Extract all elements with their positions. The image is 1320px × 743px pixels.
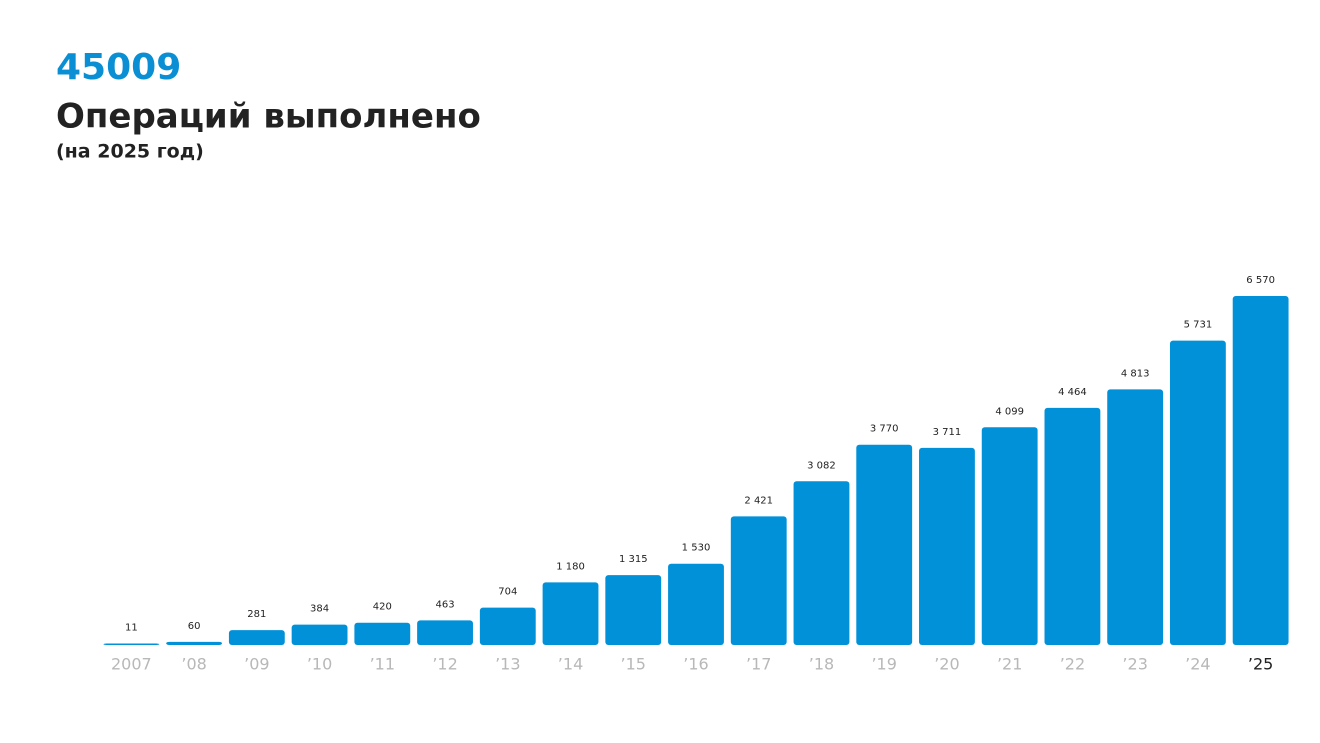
value-label: 704 <box>498 587 517 598</box>
bar <box>417 620 473 645</box>
bar <box>1232 296 1289 645</box>
value-label: 60 <box>188 621 201 632</box>
chart-title: Операций выполнено <box>56 97 481 137</box>
bar <box>542 582 599 645</box>
value-label: 1 530 <box>682 543 711 554</box>
x-tick-label: ’25 <box>1248 655 1273 674</box>
bar <box>354 622 411 645</box>
x-tick-label: ’15 <box>621 655 646 674</box>
value-label: 1 180 <box>556 561 585 572</box>
value-label: 4 813 <box>1121 368 1150 379</box>
value-label: 4 464 <box>1058 387 1087 398</box>
bar <box>103 643 160 645</box>
x-tick-label: ’10 <box>307 655 332 674</box>
bar <box>605 575 662 645</box>
value-label: 463 <box>436 599 455 610</box>
x-tick-label: ’16 <box>683 655 708 674</box>
bar <box>1044 407 1101 645</box>
value-label: 420 <box>373 602 392 613</box>
x-tick-label: 2007 <box>111 655 152 674</box>
bar <box>291 624 348 645</box>
x-tick-label: ’09 <box>244 655 269 674</box>
value-label: 4 099 <box>995 406 1024 417</box>
x-tick-label: ’23 <box>1122 655 1147 674</box>
bar <box>479 607 536 645</box>
bar <box>1169 340 1226 645</box>
bar <box>668 563 724 645</box>
x-tick-label: ’11 <box>370 655 395 674</box>
bar <box>730 516 787 645</box>
bar <box>1107 389 1164 645</box>
value-label: 11 <box>125 623 138 634</box>
value-label: 2 421 <box>744 495 773 506</box>
x-tick-label: ’21 <box>997 655 1022 674</box>
x-tick-label: ’19 <box>871 655 896 674</box>
x-tick-label: ’08 <box>181 655 206 674</box>
value-label: 384 <box>310 604 329 615</box>
chart-subtitle: (на 2025 год) <box>56 141 204 163</box>
x-tick-label: ’22 <box>1060 655 1085 674</box>
bar <box>856 444 913 645</box>
headline: 45009 <box>56 47 181 88</box>
x-tick-label: ’20 <box>934 655 959 674</box>
bar <box>166 641 223 645</box>
bar <box>228 630 285 645</box>
bar <box>919 447 975 645</box>
value-label: 281 <box>247 609 266 620</box>
x-tick-label: ’12 <box>432 655 457 674</box>
value-label: 3 770 <box>870 424 899 435</box>
value-label: 3 082 <box>807 460 836 471</box>
x-tick-label: ’24 <box>1185 655 1210 674</box>
value-label: 6 570 <box>1246 275 1275 286</box>
value-label: 1 315 <box>619 554 648 565</box>
x-tick-label: ’18 <box>809 655 834 674</box>
bar <box>793 481 850 645</box>
x-tick-label: ’13 <box>495 655 520 674</box>
x-tick-label: ’17 <box>746 655 771 674</box>
bar <box>981 427 1038 645</box>
value-label: 3 711 <box>933 427 962 438</box>
x-tick-label: ’14 <box>558 655 583 674</box>
value-label: 5 731 <box>1184 320 1213 331</box>
